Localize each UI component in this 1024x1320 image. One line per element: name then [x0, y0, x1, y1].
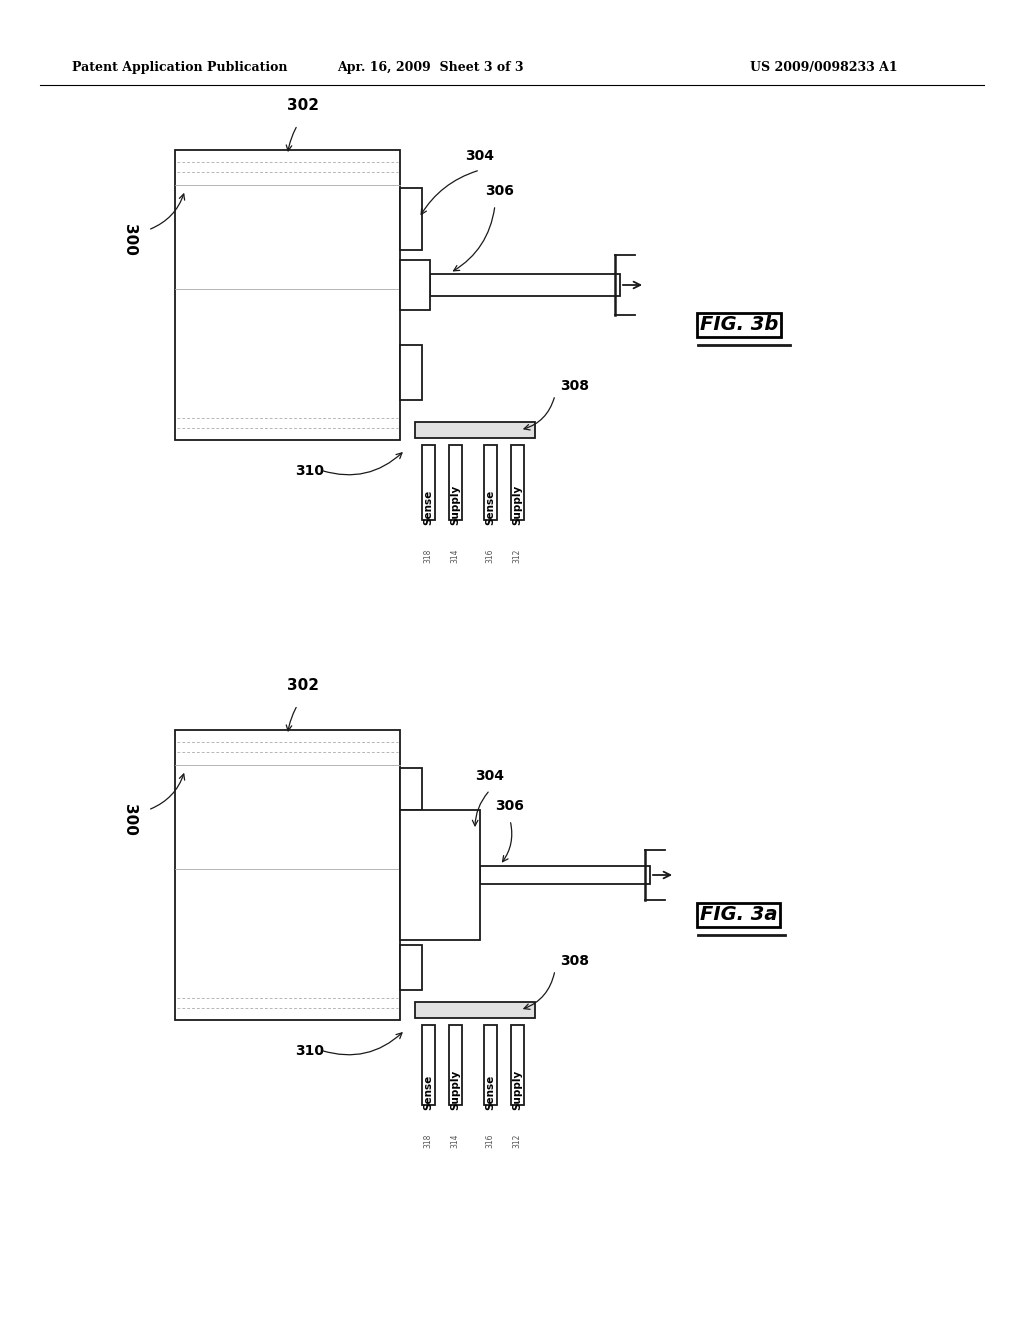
Text: 314: 314: [451, 549, 460, 564]
Text: 312: 312: [512, 549, 521, 564]
Text: 318: 318: [424, 1134, 432, 1148]
Text: 308: 308: [560, 379, 589, 393]
Bar: [483, 445, 497, 520]
Bar: [422, 445, 434, 520]
Text: 304: 304: [475, 770, 504, 783]
Text: 304: 304: [465, 149, 494, 162]
Bar: [511, 1026, 523, 1105]
Bar: [400, 187, 422, 249]
Text: Sense: Sense: [423, 1074, 433, 1110]
Bar: [400, 810, 480, 940]
Text: 300: 300: [123, 804, 137, 836]
Bar: [422, 1026, 434, 1105]
Text: 306: 306: [495, 799, 524, 813]
Text: 310: 310: [295, 465, 324, 478]
Text: 302: 302: [287, 98, 318, 114]
Text: Sense: Sense: [485, 1074, 495, 1110]
Bar: [400, 945, 422, 990]
Bar: [430, 275, 620, 296]
Bar: [400, 768, 422, 810]
Text: 308: 308: [560, 954, 589, 968]
Bar: [175, 730, 400, 1020]
Text: Sense: Sense: [423, 490, 433, 525]
Text: 306: 306: [485, 183, 514, 198]
Text: 316: 316: [485, 549, 495, 564]
Text: Supply: Supply: [450, 484, 460, 525]
Text: 310: 310: [295, 1044, 324, 1059]
Text: FIG. 3b: FIG. 3b: [700, 315, 778, 334]
Bar: [511, 445, 523, 520]
Text: FIG. 3a: FIG. 3a: [700, 906, 777, 924]
Text: Supply: Supply: [450, 1069, 460, 1110]
Text: Sense: Sense: [485, 490, 495, 525]
Text: 300: 300: [123, 224, 137, 256]
Bar: [480, 866, 650, 884]
Bar: [483, 1026, 497, 1105]
Text: Apr. 16, 2009  Sheet 3 of 3: Apr. 16, 2009 Sheet 3 of 3: [337, 62, 523, 74]
Bar: [400, 260, 430, 310]
Bar: [175, 150, 400, 440]
Bar: [449, 445, 462, 520]
Bar: [415, 1002, 535, 1018]
Text: 316: 316: [485, 1134, 495, 1148]
Bar: [415, 422, 535, 438]
Text: 314: 314: [451, 1134, 460, 1148]
Text: US 2009/0098233 A1: US 2009/0098233 A1: [750, 62, 898, 74]
Bar: [400, 345, 422, 400]
Text: Patent Application Publication: Patent Application Publication: [72, 62, 288, 74]
Text: Supply: Supply: [512, 484, 522, 525]
Text: Supply: Supply: [512, 1069, 522, 1110]
Text: 302: 302: [287, 678, 318, 693]
Text: 312: 312: [512, 1134, 521, 1148]
Text: 318: 318: [424, 549, 432, 564]
Bar: [449, 1026, 462, 1105]
